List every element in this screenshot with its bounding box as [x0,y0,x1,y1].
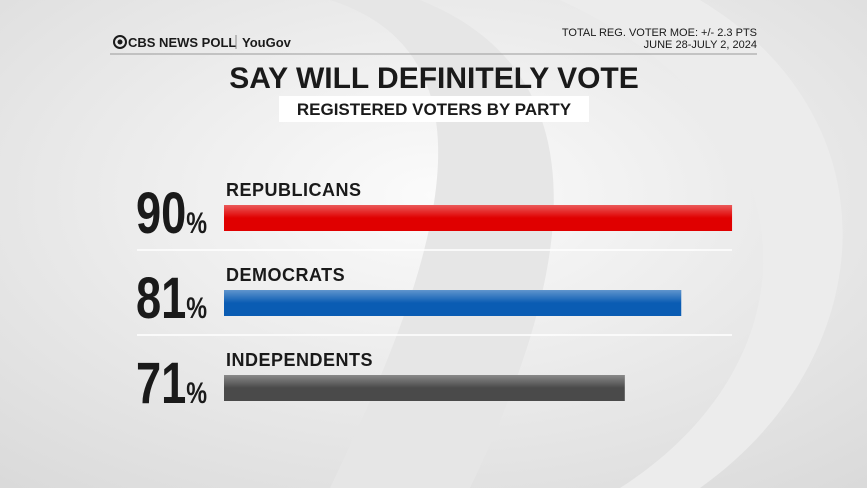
swoosh [560,0,843,488]
value-label: 90% [136,182,207,247]
note: TOTAL REG. VOTER MOE: +/- 2.3 PTS [562,27,757,39]
bar-shine [224,205,733,231]
chart-subtitle: REGISTERED VOTERS BY PARTY [297,100,572,119]
value-label: 81% [136,267,207,332]
logo-eye [113,35,127,49]
brand-name: CBS NEWS POLL [128,35,236,50]
category-label: REPUBLICANS [226,180,362,200]
subtitle-box [279,96,589,122]
value-label: 71% [136,352,207,417]
category-label: DEMOCRATS [226,265,345,285]
note: JUNE 28-JULY 2, 2024 [644,39,757,51]
bar-shine [224,375,625,401]
category-label: INDEPENDENTS [226,350,373,370]
brand-partner: YouGov [242,35,292,50]
chart-title: SAY WILL DEFINITELY VOTE [229,62,639,95]
bar-shine [224,290,682,316]
logo-eye [117,39,123,45]
